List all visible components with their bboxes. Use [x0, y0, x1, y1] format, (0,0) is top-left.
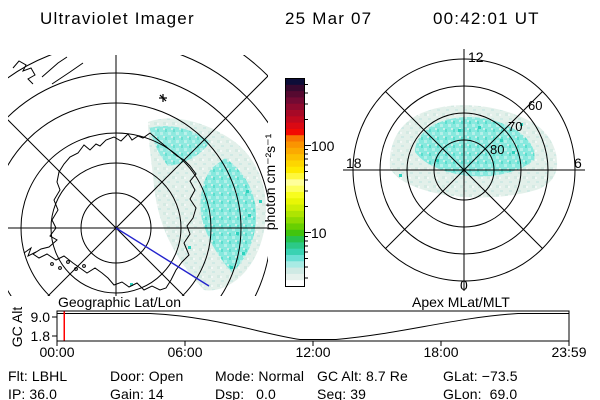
- coast-fragment-top-left-2: [41, 56, 68, 78]
- status-field-gain: Gain: 14: [110, 386, 164, 400]
- geographic-map: [8, 55, 268, 296]
- aurora-patch-apex: [389, 105, 558, 198]
- colorbar-tick-label-10: 10: [311, 225, 327, 241]
- status-field-seq: Seq: 39: [317, 386, 366, 400]
- xtick-1800: 18:00: [423, 344, 458, 360]
- xtick-1200: 12:00: [295, 344, 330, 360]
- mlat-grid: [343, 49, 585, 291]
- satellite-track-line: [115, 227, 210, 287]
- colorbar-band: [285, 141, 305, 149]
- colorbar-ticks: [304, 84, 311, 279]
- mlat-label-80: 80: [490, 142, 504, 157]
- colorbar-band: [285, 154, 305, 161]
- status-field-gcalt: GC Alt: 8.7 Re: [317, 368, 408, 384]
- status-field-mode: Mode: Normal: [215, 368, 304, 384]
- mlt-label-12: 12: [468, 49, 484, 65]
- mlt-spoke-diagonal: [385, 91, 543, 249]
- page-title: Ultraviolet Imager: [40, 9, 195, 28]
- status-field-glat: GLat: −73.5: [443, 368, 518, 384]
- colorbar-band: [285, 191, 305, 199]
- status-field-flt: Flt: LBHL: [8, 368, 67, 384]
- aurora-bright-specks: [130, 190, 262, 286]
- colorbar-band: [285, 128, 305, 136]
- colorbar-band: [285, 91, 305, 98]
- colorbar-band: [285, 78, 305, 86]
- apex-mlt-plot: 12 18 6 0 60 70 80: [343, 49, 585, 293]
- colorbar-band: [285, 97, 305, 105]
- colorbar-band: [285, 280, 305, 287]
- colorbar-band: [285, 160, 305, 168]
- colorbar-band: [285, 254, 305, 262]
- mlat-label-60: 60: [528, 98, 542, 113]
- colorbar-band: [285, 116, 305, 124]
- ytick-1.8: 1.8: [31, 328, 51, 344]
- altitude-curve: [57, 313, 569, 340]
- colorbar-band: [285, 273, 305, 281]
- colorbar-band: [285, 135, 305, 142]
- coast-fragment-bottom-left: [23, 246, 37, 258]
- xtick-0600: 06:00: [167, 344, 202, 360]
- colorbar-band: [285, 217, 305, 224]
- aurora-cyan-core: [415, 116, 535, 177]
- xtick-0000: 00:00: [39, 344, 74, 360]
- colorbar-bands: [285, 78, 305, 287]
- date-label: 25 Mar 07: [285, 9, 372, 28]
- colorbar: 100 10 photon cm⁻²s⁻¹: [262, 78, 335, 287]
- colorbar-band: [285, 267, 305, 275]
- colorbar-band: [285, 229, 305, 237]
- colorbar-band: [285, 261, 305, 268]
- coastlines: [12, 56, 197, 291]
- colorbar-band: [285, 236, 305, 243]
- position-marker-icon: [159, 94, 167, 102]
- ytick-9: 9.0: [31, 309, 51, 325]
- status-field-glon: GLon: 69.0: [443, 386, 517, 400]
- time-label: 00:42:01 UT: [433, 9, 540, 28]
- colorbar-band: [285, 185, 305, 193]
- colorbar-band: [285, 122, 305, 130]
- colorbar-band: [285, 198, 305, 205]
- mlt-label-18: 18: [346, 155, 362, 171]
- colorbar-band: [285, 242, 305, 250]
- status-field-door: Door: Open: [110, 368, 183, 384]
- colorbar-axis-label: photon cm⁻²s⁻¹: [262, 133, 278, 230]
- aurora-patch-geographic: [130, 118, 266, 291]
- colorbar-frame: [285, 78, 305, 287]
- strip-right-title: Apex MLat/MLT: [412, 294, 510, 310]
- colorbar-band: [285, 210, 305, 218]
- colorbar-band: [285, 223, 305, 231]
- status-field-ip: IP: 36.0: [8, 386, 57, 400]
- mlat-label-70: 70: [508, 119, 522, 134]
- aurora-cyan-core-right: [200, 158, 256, 272]
- strip-y-axis-label: GC Alt: [9, 307, 25, 348]
- colorbar-band: [285, 173, 305, 180]
- colorbar-band: [285, 84, 305, 92]
- colorbar-tick-label-100: 100: [311, 138, 335, 154]
- xtick-2359: 23:59: [551, 344, 586, 360]
- status-readout: Flt: LBHL Door: Open Mode: Normal GC Alt…: [8, 368, 518, 400]
- mlt-label-6: 6: [574, 155, 582, 171]
- strip-chart: Geographic Lat/Lon Apex MLat/MLT 9.0 1.8…: [9, 294, 587, 360]
- strip-axis-ticks: [52, 316, 570, 346]
- colorbar-band: [285, 179, 305, 187]
- coast-fragment-top-left: [12, 60, 36, 85]
- colorbar-band: [285, 103, 305, 111]
- coast-fragment-top-left-3: [51, 62, 84, 85]
- colorbar-band: [285, 147, 305, 155]
- colorbar-band: [285, 110, 305, 117]
- colorbar-band: [285, 166, 305, 174]
- colorbar-band: [285, 248, 305, 256]
- antarctica-coastline: [32, 132, 197, 291]
- aurora-cyan-core-top: [150, 125, 210, 166]
- island-fragments: [50, 260, 86, 271]
- strip-left-title: Geographic Lat/Lon: [58, 294, 181, 310]
- colorbar-band: [285, 204, 305, 212]
- aurora-bright-specks: [399, 123, 523, 177]
- status-field-dsp: Dsp: 0.0: [215, 386, 276, 400]
- mlt-label-0: 0: [460, 277, 468, 293]
